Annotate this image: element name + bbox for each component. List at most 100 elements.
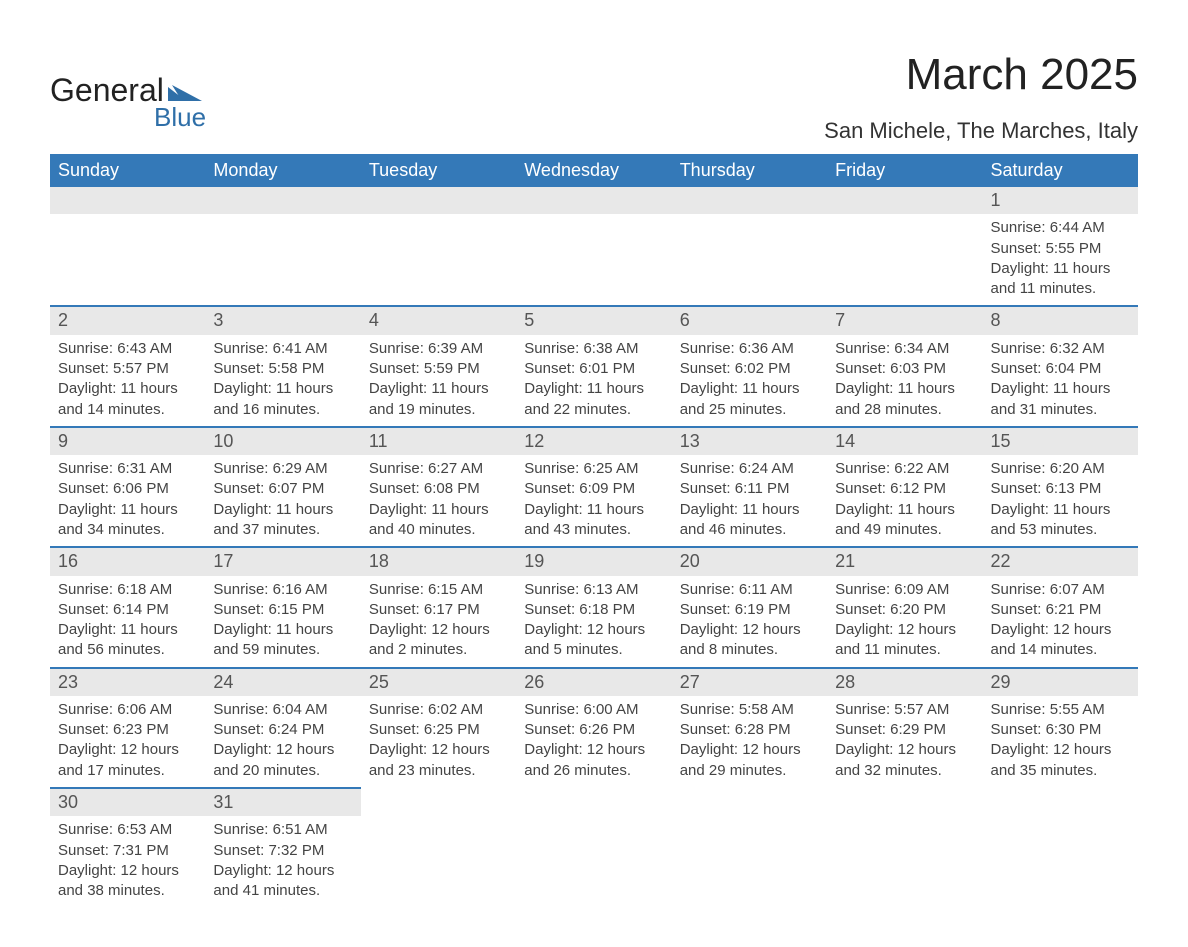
sunrise-line: Sunrise: 6:34 AM [835, 339, 974, 359]
calendar-cell: 28Sunrise: 5:57 AMSunset: 6:29 PMDayligh… [827, 668, 982, 788]
calendar-cell: 8Sunrise: 6:32 AMSunset: 6:04 PMDaylight… [983, 306, 1138, 426]
calendar-cell: 19Sunrise: 6:13 AMSunset: 6:18 PMDayligh… [516, 547, 671, 667]
sunrise-line: Sunrise: 6:38 AM [524, 339, 663, 359]
calendar-row: 9Sunrise: 6:31 AMSunset: 6:06 PMDaylight… [50, 427, 1138, 547]
daylight-line: Daylight: 11 hours and 19 minutes. [369, 379, 508, 420]
daylight-line: Daylight: 12 hours and 41 minutes. [213, 861, 352, 902]
day-body [361, 815, 516, 885]
calendar-cell: 22Sunrise: 6:07 AMSunset: 6:21 PMDayligh… [983, 547, 1138, 667]
day-body: Sunrise: 6:38 AMSunset: 6:01 PMDaylight:… [516, 335, 671, 426]
sunset-line: Sunset: 6:03 PM [835, 359, 974, 379]
day-body [516, 815, 671, 885]
sunrise-line: Sunrise: 6:31 AM [58, 459, 197, 479]
day-number: 15 [983, 428, 1138, 455]
calendar-cell: 15Sunrise: 6:20 AMSunset: 6:13 PMDayligh… [983, 427, 1138, 547]
calendar-cell: 4Sunrise: 6:39 AMSunset: 5:59 PMDaylight… [361, 306, 516, 426]
daylight-line: Daylight: 12 hours and 20 minutes. [213, 740, 352, 781]
logo-text-1: General [50, 74, 164, 106]
day-body: Sunrise: 6:25 AMSunset: 6:09 PMDaylight:… [516, 455, 671, 546]
sunrise-line: Sunrise: 5:57 AM [835, 700, 974, 720]
sunrise-line: Sunrise: 6:41 AM [213, 339, 352, 359]
sunrise-line: Sunrise: 6:18 AM [58, 580, 197, 600]
day-body [983, 815, 1138, 885]
sunset-line: Sunset: 5:59 PM [369, 359, 508, 379]
day-number [516, 788, 671, 815]
day-body: Sunrise: 6:24 AMSunset: 6:11 PMDaylight:… [672, 455, 827, 546]
calendar-cell: 2Sunrise: 6:43 AMSunset: 5:57 PMDaylight… [50, 306, 205, 426]
sunset-line: Sunset: 6:26 PM [524, 720, 663, 740]
sunset-line: Sunset: 6:13 PM [991, 479, 1130, 499]
day-number: 17 [205, 548, 360, 575]
calendar-cell: 18Sunrise: 6:15 AMSunset: 6:17 PMDayligh… [361, 547, 516, 667]
month-title: March 2025 [824, 50, 1138, 100]
weekday-header: Sunday [50, 154, 205, 187]
calendar-cell: 13Sunrise: 6:24 AMSunset: 6:11 PMDayligh… [672, 427, 827, 547]
day-number: 5 [516, 307, 671, 334]
day-body: Sunrise: 6:00 AMSunset: 6:26 PMDaylight:… [516, 696, 671, 787]
day-body [827, 815, 982, 885]
calendar-page: General Blue March 2025 San Michele, The… [0, 0, 1188, 947]
calendar-cell: 23Sunrise: 6:06 AMSunset: 6:23 PMDayligh… [50, 668, 205, 788]
sunrise-line: Sunrise: 6:25 AM [524, 459, 663, 479]
day-body [516, 214, 671, 284]
calendar-cell [672, 788, 827, 907]
calendar-cell [827, 788, 982, 907]
day-body [361, 214, 516, 284]
daylight-line: Daylight: 11 hours and 22 minutes. [524, 379, 663, 420]
sunset-line: Sunset: 6:20 PM [835, 600, 974, 620]
day-number: 3 [205, 307, 360, 334]
day-number [205, 187, 360, 214]
sunrise-line: Sunrise: 5:55 AM [991, 700, 1130, 720]
sunrise-line: Sunrise: 6:00 AM [524, 700, 663, 720]
calendar-cell: 24Sunrise: 6:04 AMSunset: 6:24 PMDayligh… [205, 668, 360, 788]
daylight-line: Daylight: 11 hours and 28 minutes. [835, 379, 974, 420]
calendar-cell: 1Sunrise: 6:44 AMSunset: 5:55 PMDaylight… [983, 187, 1138, 306]
calendar-table: SundayMondayTuesdayWednesdayThursdayFrid… [50, 154, 1138, 907]
weekday-header: Tuesday [361, 154, 516, 187]
day-body: Sunrise: 6:44 AMSunset: 5:55 PMDaylight:… [983, 214, 1138, 305]
calendar-row: 23Sunrise: 6:06 AMSunset: 6:23 PMDayligh… [50, 668, 1138, 788]
sunset-line: Sunset: 6:15 PM [213, 600, 352, 620]
calendar-cell: 7Sunrise: 6:34 AMSunset: 6:03 PMDaylight… [827, 306, 982, 426]
sunset-line: Sunset: 6:08 PM [369, 479, 508, 499]
day-body: Sunrise: 6:18 AMSunset: 6:14 PMDaylight:… [50, 576, 205, 667]
calendar-cell: 31Sunrise: 6:51 AMSunset: 7:32 PMDayligh… [205, 788, 360, 907]
day-number: 25 [361, 669, 516, 696]
calendar-cell [361, 187, 516, 306]
day-number: 31 [205, 789, 360, 816]
daylight-line: Daylight: 12 hours and 5 minutes. [524, 620, 663, 661]
sunrise-line: Sunrise: 6:07 AM [991, 580, 1130, 600]
daylight-line: Daylight: 11 hours and 34 minutes. [58, 500, 197, 541]
daylight-line: Daylight: 12 hours and 32 minutes. [835, 740, 974, 781]
sunset-line: Sunset: 6:07 PM [213, 479, 352, 499]
sunrise-line: Sunrise: 6:06 AM [58, 700, 197, 720]
sunset-line: Sunset: 5:55 PM [991, 239, 1130, 259]
sunrise-line: Sunrise: 6:27 AM [369, 459, 508, 479]
sunset-line: Sunset: 6:01 PM [524, 359, 663, 379]
daylight-line: Daylight: 12 hours and 14 minutes. [991, 620, 1130, 661]
calendar-cell: 14Sunrise: 6:22 AMSunset: 6:12 PMDayligh… [827, 427, 982, 547]
sunrise-line: Sunrise: 6:11 AM [680, 580, 819, 600]
sunset-line: Sunset: 5:58 PM [213, 359, 352, 379]
sunset-line: Sunset: 6:28 PM [680, 720, 819, 740]
day-body: Sunrise: 6:43 AMSunset: 5:57 PMDaylight:… [50, 335, 205, 426]
logo-text-2: Blue [154, 102, 206, 133]
day-body: Sunrise: 6:06 AMSunset: 6:23 PMDaylight:… [50, 696, 205, 787]
sunset-line: Sunset: 6:09 PM [524, 479, 663, 499]
sunrise-line: Sunrise: 6:24 AM [680, 459, 819, 479]
day-number: 12 [516, 428, 671, 455]
day-body: Sunrise: 6:02 AMSunset: 6:25 PMDaylight:… [361, 696, 516, 787]
sunset-line: Sunset: 6:18 PM [524, 600, 663, 620]
calendar-cell: 29Sunrise: 5:55 AMSunset: 6:30 PMDayligh… [983, 668, 1138, 788]
day-body: Sunrise: 5:55 AMSunset: 6:30 PMDaylight:… [983, 696, 1138, 787]
day-body [672, 214, 827, 284]
day-body: Sunrise: 6:07 AMSunset: 6:21 PMDaylight:… [983, 576, 1138, 667]
sunset-line: Sunset: 6:12 PM [835, 479, 974, 499]
logo: General Blue [50, 74, 206, 133]
day-number: 24 [205, 669, 360, 696]
calendar-cell: 26Sunrise: 6:00 AMSunset: 6:26 PMDayligh… [516, 668, 671, 788]
day-number [672, 187, 827, 214]
sunset-line: Sunset: 6:25 PM [369, 720, 508, 740]
daylight-line: Daylight: 11 hours and 53 minutes. [991, 500, 1130, 541]
daylight-line: Daylight: 12 hours and 26 minutes. [524, 740, 663, 781]
